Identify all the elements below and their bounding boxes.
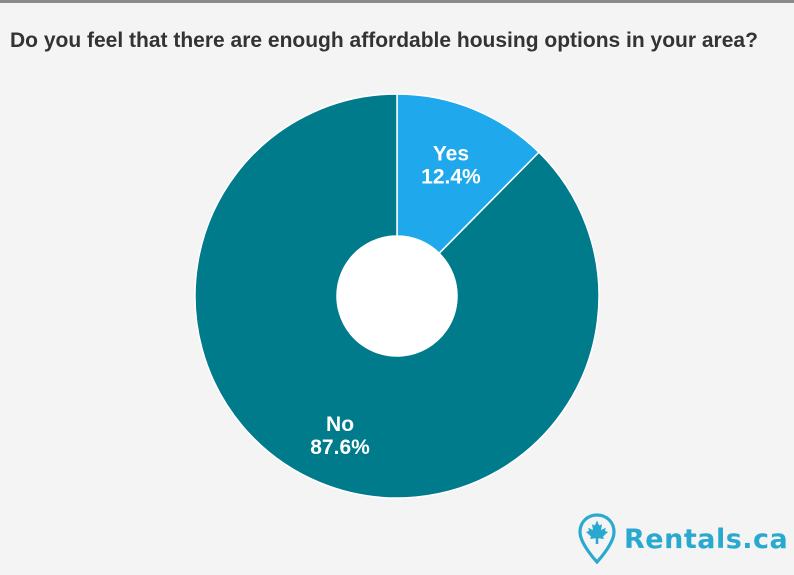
brand-name: Rentals.ca: [624, 523, 789, 555]
top-border: [0, 0, 794, 3]
donut-hole: [337, 236, 457, 356]
category-label: No: [326, 413, 354, 436]
brand-logo: Rentals.ca: [578, 513, 788, 565]
category-label: Yes: [433, 143, 469, 166]
value-label: 87.6%: [310, 436, 370, 459]
chart-title: Do you feel that there are enough afford…: [10, 29, 758, 52]
maple-leaf-pin-icon: [578, 513, 616, 565]
value-label: 12.4%: [421, 166, 481, 189]
